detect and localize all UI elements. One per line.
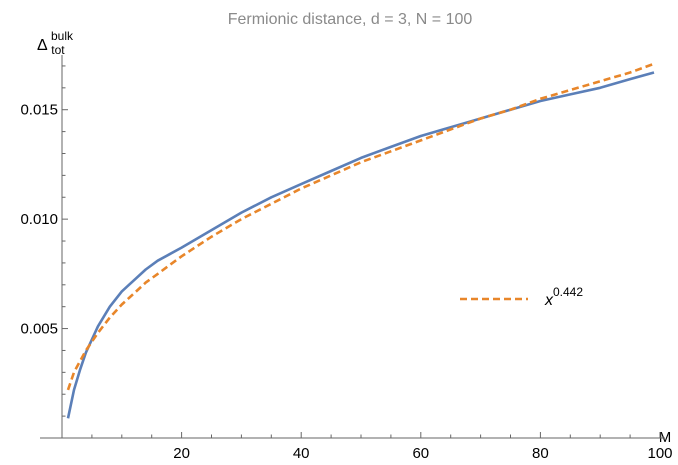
- x-tick-label: 40: [293, 445, 310, 462]
- series-layer: [66, 62, 655, 419]
- x-tick-label: 20: [173, 445, 190, 462]
- y-axis-label-base: Δ: [37, 37, 48, 54]
- data-series-line: [66, 71, 655, 419]
- fit-series-line: [66, 62, 655, 391]
- axes: 20 40 60 80 100 0.005 0.010 0.015: [20, 55, 673, 462]
- y-axis-label-sup: bulk: [51, 29, 74, 43]
- y-axis-label-sub: tot: [51, 43, 65, 57]
- legend-label: x0.442: [544, 285, 583, 309]
- x-tick-label: 80: [532, 445, 549, 462]
- y-tick-label: 0.005: [20, 321, 58, 338]
- y-tick-label: 0.015: [20, 102, 58, 119]
- legend: x0.442: [460, 285, 583, 309]
- x-tick-label: 100: [647, 445, 672, 462]
- chart-title: Fermionic distance, d = 3, N = 100: [228, 11, 473, 28]
- y-axis-label: Δ tot bulk: [37, 29, 74, 58]
- y-tick-label: 0.010: [20, 211, 58, 228]
- x-tick-label: 60: [412, 445, 429, 462]
